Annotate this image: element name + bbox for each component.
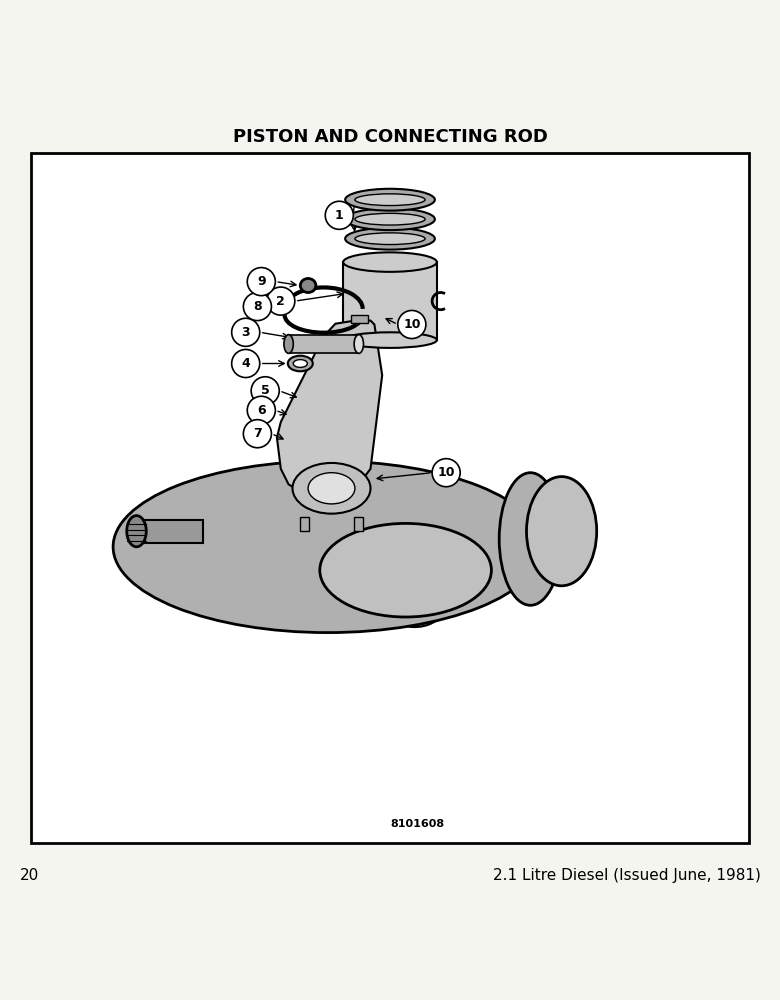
Text: 4: 4 xyxy=(241,357,250,370)
Ellipse shape xyxy=(353,498,459,627)
Text: 6: 6 xyxy=(257,404,266,417)
Ellipse shape xyxy=(113,461,542,633)
Circle shape xyxy=(243,420,271,448)
FancyBboxPatch shape xyxy=(136,520,203,543)
Ellipse shape xyxy=(345,189,435,211)
Text: 8101608: 8101608 xyxy=(390,819,445,829)
Circle shape xyxy=(398,310,426,339)
Circle shape xyxy=(243,293,271,321)
FancyBboxPatch shape xyxy=(300,517,309,531)
Ellipse shape xyxy=(427,489,509,604)
Circle shape xyxy=(247,268,275,296)
Ellipse shape xyxy=(292,463,370,514)
Ellipse shape xyxy=(355,194,425,206)
Circle shape xyxy=(325,201,353,229)
Ellipse shape xyxy=(345,228,435,250)
Ellipse shape xyxy=(526,477,597,586)
FancyBboxPatch shape xyxy=(354,517,363,531)
Text: 10: 10 xyxy=(403,318,420,331)
Circle shape xyxy=(267,287,295,315)
FancyBboxPatch shape xyxy=(351,315,368,323)
Text: PISTON AND CONNECTING ROD: PISTON AND CONNECTING ROD xyxy=(232,128,548,146)
Ellipse shape xyxy=(343,332,437,348)
Ellipse shape xyxy=(320,523,491,617)
FancyBboxPatch shape xyxy=(343,262,437,340)
Text: 1: 1 xyxy=(335,209,344,222)
Circle shape xyxy=(232,349,260,378)
Ellipse shape xyxy=(300,278,316,293)
Circle shape xyxy=(251,377,279,405)
Circle shape xyxy=(432,459,460,487)
Text: 3: 3 xyxy=(241,326,250,339)
Ellipse shape xyxy=(179,477,258,585)
Ellipse shape xyxy=(284,335,293,353)
FancyBboxPatch shape xyxy=(31,153,749,843)
Ellipse shape xyxy=(308,473,355,504)
Circle shape xyxy=(247,396,275,424)
Ellipse shape xyxy=(355,233,425,245)
Text: 8: 8 xyxy=(253,300,262,313)
Text: 5: 5 xyxy=(261,384,270,397)
Polygon shape xyxy=(277,321,382,494)
Ellipse shape xyxy=(215,487,331,622)
Text: 20: 20 xyxy=(20,868,39,883)
Circle shape xyxy=(232,318,260,346)
FancyBboxPatch shape xyxy=(289,335,359,353)
Ellipse shape xyxy=(499,473,562,605)
Text: 10: 10 xyxy=(438,466,455,479)
Ellipse shape xyxy=(345,208,435,230)
Text: 9: 9 xyxy=(257,275,266,288)
Text: 2: 2 xyxy=(276,295,285,308)
Ellipse shape xyxy=(354,335,363,353)
Ellipse shape xyxy=(355,213,425,225)
Text: 2.1 Litre Diesel (Issued June, 1981): 2.1 Litre Diesel (Issued June, 1981) xyxy=(493,868,760,883)
Ellipse shape xyxy=(288,356,313,371)
Text: 7: 7 xyxy=(253,427,262,440)
Ellipse shape xyxy=(343,252,437,272)
Ellipse shape xyxy=(126,516,147,547)
Ellipse shape xyxy=(293,360,307,367)
